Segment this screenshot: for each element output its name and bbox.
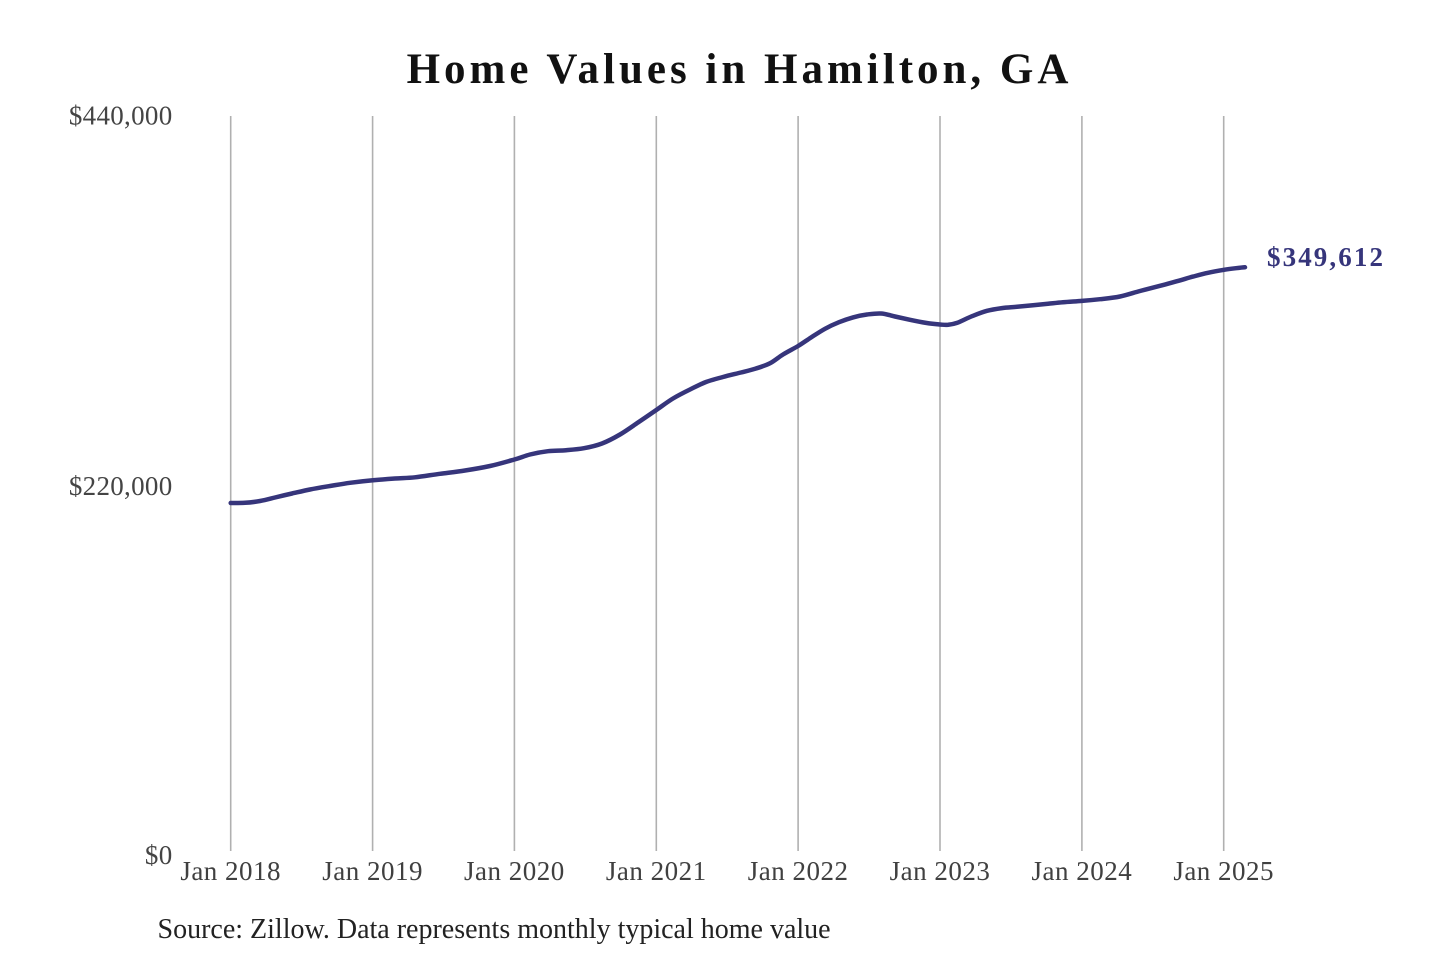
svg-text:$440,000: $440,000 (69, 101, 173, 131)
svg-text:Jan 2019: Jan 2019 (322, 856, 423, 886)
svg-text:$349,612: $349,612 (1267, 242, 1385, 272)
svg-text:Jan 2023: Jan 2023 (890, 856, 991, 886)
svg-text:Jan 2022: Jan 2022 (748, 856, 849, 886)
svg-text:Jan 2020: Jan 2020 (464, 856, 565, 886)
svg-text:Jan 2025: Jan 2025 (1173, 856, 1274, 886)
svg-text:$0: $0 (145, 840, 173, 870)
svg-text:Source: Zillow. Data represent: Source: Zillow. Data represents monthly … (158, 914, 831, 945)
svg-text:$220,000: $220,000 (69, 471, 173, 501)
svg-text:Jan 2021: Jan 2021 (606, 856, 707, 886)
svg-text:Jan 2018: Jan 2018 (180, 856, 281, 886)
svg-text:Home Values in Hamilton, GA: Home Values in Hamilton, GA (407, 46, 1073, 93)
svg-text:Jan 2024: Jan 2024 (1032, 856, 1133, 886)
